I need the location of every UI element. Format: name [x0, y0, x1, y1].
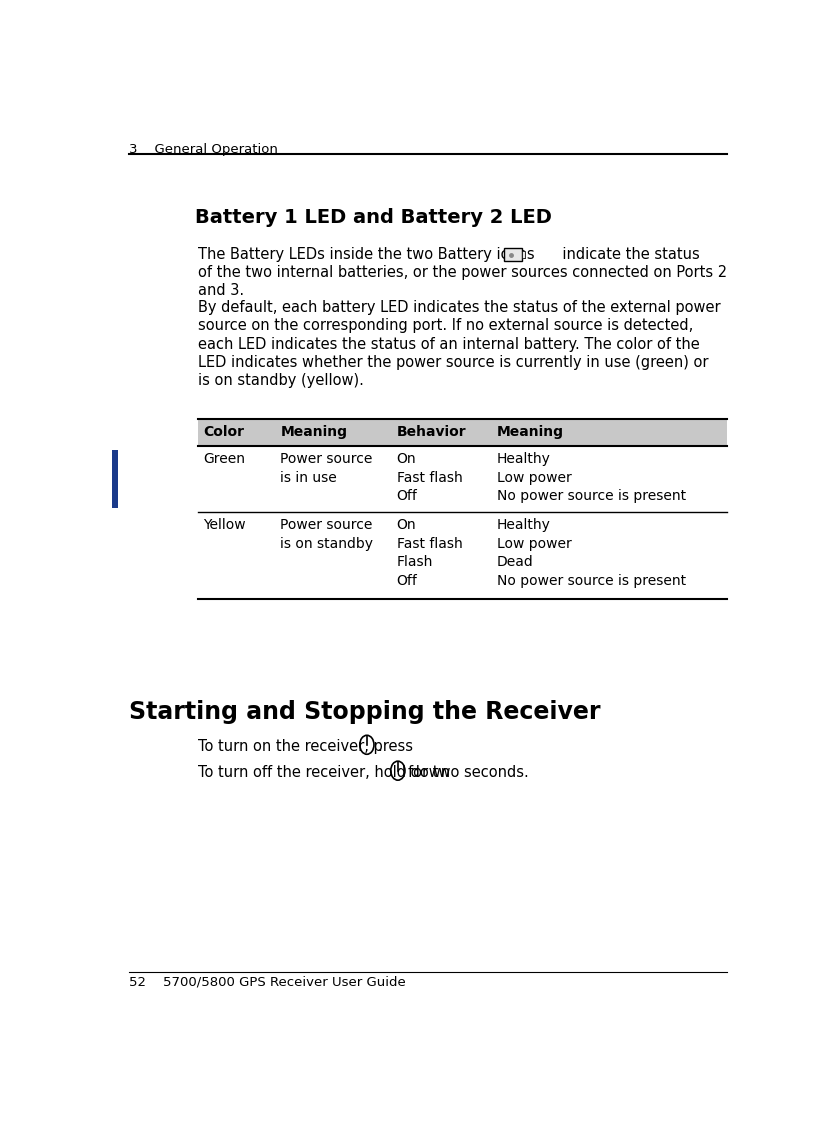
FancyBboxPatch shape: [504, 249, 522, 261]
Text: source on the corresponding port. If no external source is detected,: source on the corresponding port. If no …: [197, 318, 693, 333]
Text: Starting and Stopping the Receiver: Starting and Stopping the Receiver: [128, 700, 600, 724]
Text: Dead: Dead: [496, 555, 533, 569]
FancyBboxPatch shape: [197, 419, 727, 446]
Text: Yellow: Yellow: [203, 518, 246, 532]
Text: Behavior: Behavior: [397, 425, 466, 439]
Text: is in use: is in use: [281, 471, 337, 484]
Text: Low power: Low power: [496, 471, 571, 484]
Text: Fast flash: Fast flash: [397, 471, 462, 484]
Text: By default, each battery LED indicates the status of the external power: By default, each battery LED indicates t…: [197, 300, 721, 315]
Text: Green: Green: [203, 452, 245, 466]
FancyBboxPatch shape: [522, 251, 525, 258]
Text: each LED indicates the status of an internal battery. The color of the: each LED indicates the status of an inte…: [197, 336, 700, 352]
Text: No power source is present: No power source is present: [496, 489, 686, 503]
Text: Color: Color: [203, 425, 244, 439]
Text: No power source is present: No power source is present: [496, 574, 686, 587]
Text: 3    General Operation: 3 General Operation: [128, 143, 277, 156]
Text: Low power: Low power: [496, 537, 571, 550]
Text: Fast flash: Fast flash: [397, 537, 462, 550]
Text: Healthy: Healthy: [496, 452, 551, 466]
Text: is on standby: is on standby: [281, 537, 373, 550]
Text: Flash: Flash: [397, 555, 433, 569]
Text: Battery 1 LED and Battery 2 LED: Battery 1 LED and Battery 2 LED: [194, 207, 551, 226]
Text: Off: Off: [397, 574, 417, 587]
Text: The Battery LEDs inside the two Battery icons      indicate the status: The Battery LEDs inside the two Battery …: [197, 247, 700, 261]
FancyBboxPatch shape: [112, 451, 118, 508]
Text: LED indicates whether the power source is currently in use (green) or: LED indicates whether the power source i…: [197, 354, 708, 370]
Text: Meaning: Meaning: [281, 425, 347, 439]
Text: and 3.: and 3.: [197, 282, 244, 298]
Text: of the two internal batteries, or the power sources connected on Ports 2: of the two internal batteries, or the po…: [197, 265, 727, 280]
Text: To turn on the receiver, press: To turn on the receiver, press: [197, 739, 412, 753]
Text: .: .: [377, 739, 382, 753]
Text: On: On: [397, 518, 416, 532]
Text: On: On: [397, 452, 416, 466]
Text: for two seconds.: for two seconds.: [408, 765, 529, 779]
Text: To turn off the receiver, hold down: To turn off the receiver, hold down: [197, 765, 450, 779]
Text: Off: Off: [397, 489, 417, 503]
Text: Healthy: Healthy: [496, 518, 551, 532]
Text: 52    5700/5800 GPS Receiver User Guide: 52 5700/5800 GPS Receiver User Guide: [128, 975, 406, 989]
Text: Power source: Power source: [281, 452, 372, 466]
Text: Meaning: Meaning: [496, 425, 564, 439]
Text: is on standby (yellow).: is on standby (yellow).: [197, 373, 364, 388]
Text: Power source: Power source: [281, 518, 372, 532]
